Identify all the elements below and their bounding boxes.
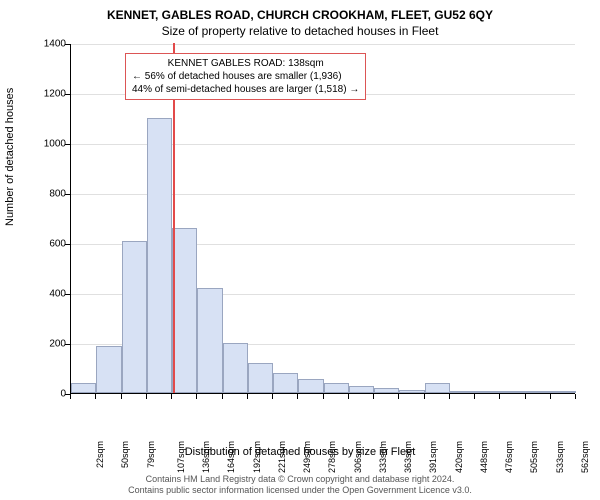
- histogram-bar: [500, 391, 525, 393]
- x-tick-label: 533sqm: [555, 441, 565, 473]
- y-tick-mark: [65, 94, 70, 95]
- x-tick-mark: [424, 394, 425, 399]
- x-tick-mark: [297, 394, 298, 399]
- x-tick-label: 164sqm: [226, 441, 236, 473]
- callout-line-1: KENNET GABLES ROAD: 138sqm: [132, 57, 359, 70]
- histogram-bar: [324, 383, 349, 393]
- x-tick-label: 420sqm: [454, 441, 464, 473]
- x-tick-label: 476sqm: [504, 441, 514, 473]
- y-tick-label: 400: [38, 289, 66, 300]
- grid-line: [71, 44, 575, 45]
- x-tick-label: 278sqm: [327, 441, 337, 473]
- histogram-bar: [122, 241, 147, 394]
- y-axis-label: Number of detached houses: [4, 88, 16, 226]
- x-tick-mark: [272, 394, 273, 399]
- x-tick-label: 505sqm: [529, 441, 539, 473]
- x-tick-label: 306sqm: [353, 441, 363, 473]
- histogram-bar: [223, 343, 248, 393]
- x-tick-mark: [323, 394, 324, 399]
- y-tick-label: 600: [38, 239, 66, 250]
- copyright-notice: Contains HM Land Registry data © Crown c…: [0, 474, 600, 497]
- y-tick-mark: [65, 44, 70, 45]
- y-tick-mark: [65, 144, 70, 145]
- histogram-bar: [147, 118, 172, 393]
- x-tick-mark: [575, 394, 576, 399]
- x-tick-label: 391sqm: [428, 441, 438, 473]
- callout-line-3: 44% of semi-detached houses are larger (…: [132, 83, 359, 96]
- x-tick-label: 363sqm: [403, 441, 413, 473]
- histogram-bar: [450, 391, 475, 393]
- chart-title-1: KENNET, GABLES ROAD, CHURCH CROOKHAM, FL…: [0, 0, 600, 22]
- y-tick-label: 1400: [38, 39, 66, 50]
- x-tick-label: 448sqm: [479, 441, 489, 473]
- x-tick-mark: [70, 394, 71, 399]
- x-tick-mark: [474, 394, 475, 399]
- x-tick-mark: [373, 394, 374, 399]
- x-tick-mark: [146, 394, 147, 399]
- x-tick-mark: [550, 394, 551, 399]
- copyright-line-2: Contains public sector information licen…: [0, 485, 600, 496]
- histogram-bar: [425, 383, 450, 393]
- y-tick-label: 1200: [38, 89, 66, 100]
- x-tick-mark: [348, 394, 349, 399]
- callout-line-2: ← 56% of detached houses are smaller (1,…: [132, 70, 359, 83]
- y-tick-label: 1000: [38, 139, 66, 150]
- x-tick-mark: [95, 394, 96, 399]
- histogram-bar: [374, 388, 399, 394]
- x-tick-mark: [222, 394, 223, 399]
- x-tick-mark: [499, 394, 500, 399]
- x-tick-label: 22sqm: [95, 441, 105, 468]
- histogram-bar: [526, 391, 551, 393]
- x-tick-label: 192sqm: [252, 441, 262, 473]
- histogram-bar: [273, 373, 298, 393]
- callout-box: KENNET GABLES ROAD: 138sqm ← 56% of deta…: [125, 53, 366, 100]
- chart-title-2: Size of property relative to detached ho…: [0, 22, 600, 38]
- y-tick-mark: [65, 294, 70, 295]
- x-tick-label: 107sqm: [176, 441, 186, 473]
- histogram-bar: [298, 379, 323, 393]
- x-tick-label: 562sqm: [580, 441, 590, 473]
- histogram-bar: [551, 391, 576, 393]
- histogram-bar: [349, 386, 374, 394]
- x-tick-mark: [171, 394, 172, 399]
- histogram-bar: [172, 228, 197, 393]
- y-tick-label: 200: [38, 339, 66, 350]
- x-tick-mark: [449, 394, 450, 399]
- x-tick-mark: [247, 394, 248, 399]
- x-tick-mark: [196, 394, 197, 399]
- histogram-bar: [475, 391, 500, 393]
- y-tick-mark: [65, 194, 70, 195]
- y-tick-mark: [65, 244, 70, 245]
- x-tick-mark: [398, 394, 399, 399]
- x-tick-label: 136sqm: [201, 441, 211, 473]
- x-tick-mark: [525, 394, 526, 399]
- histogram-bar: [197, 288, 222, 393]
- x-tick-mark: [121, 394, 122, 399]
- copyright-line-1: Contains HM Land Registry data © Crown c…: [0, 474, 600, 485]
- x-tick-label: 333sqm: [378, 441, 388, 473]
- x-tick-label: 79sqm: [146, 441, 156, 468]
- histogram-bar: [248, 363, 273, 393]
- histogram-bar: [96, 346, 121, 394]
- x-tick-label: 221sqm: [277, 441, 287, 473]
- y-tick-label: 800: [38, 189, 66, 200]
- x-tick-label: 249sqm: [302, 441, 312, 473]
- x-tick-label: 50sqm: [120, 441, 130, 468]
- histogram-bar: [71, 383, 96, 393]
- y-tick-mark: [65, 344, 70, 345]
- y-tick-label: 0: [38, 389, 66, 400]
- histogram-bar: [399, 390, 424, 394]
